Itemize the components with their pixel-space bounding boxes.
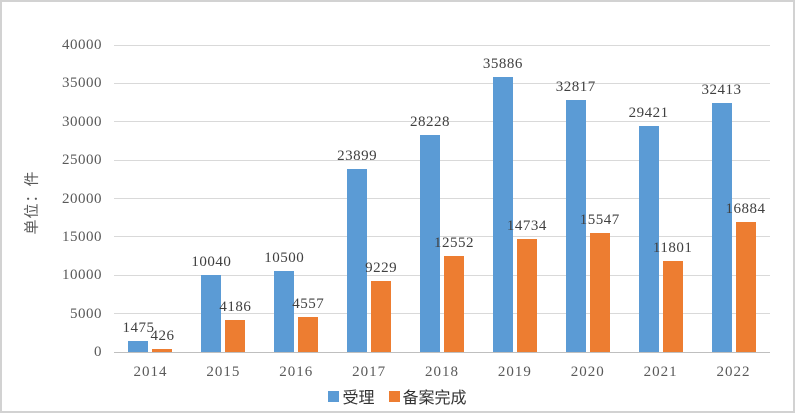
bar-series2-2015 — [225, 319, 246, 352]
bar-series1-2015 — [201, 274, 222, 352]
legend-label-series2: 备案完成 — [402, 390, 467, 407]
y-axis-tick-10000: 10000 — [62, 267, 102, 284]
legend-label-series1: 受理 — [342, 390, 375, 407]
bar-label-series2-2017: 9229 — [365, 260, 398, 277]
bar-series1-2014 — [128, 340, 149, 352]
x-axis-tick-2019: 2019 — [497, 364, 532, 380]
bar-label-series2-2014: 426 — [150, 327, 175, 344]
bar-label-series2-2020: 15547 — [579, 211, 620, 228]
gridline-0 — [114, 351, 770, 353]
gridline-10000 — [114, 274, 770, 276]
bar-series1-2018 — [420, 135, 440, 352]
bar-series2-2014 — [152, 348, 173, 352]
y-axis-tick-40000: 40000 — [62, 37, 102, 53]
gridline-30000 — [114, 121, 770, 123]
gridline-15000 — [114, 236, 770, 238]
bar-label-series1-2020: 32817 — [555, 79, 596, 96]
bar-series1-2019 — [492, 76, 513, 352]
x-axis-tick-2017: 2017 — [352, 364, 387, 380]
bar-series1-2022 — [711, 103, 732, 352]
bar-series2-2018 — [444, 255, 464, 352]
bar-series2-2020 — [589, 232, 610, 352]
bar-label-series2-2022: 16884 — [725, 201, 766, 218]
y-axis-tick-25000: 25000 — [62, 152, 102, 169]
bar-label-series1-2019: 35886 — [482, 55, 523, 72]
gridline-5000 — [114, 313, 770, 315]
x-axis-tick-2022: 2022 — [716, 364, 751, 380]
y-axis-tick-15000: 15000 — [62, 228, 102, 245]
y-axis-tick-35000: 35000 — [62, 75, 102, 92]
gridline-25000 — [114, 159, 770, 161]
bar-series2-2017 — [371, 281, 392, 352]
legend-item-series1: 受理 — [328, 384, 375, 408]
bar-series2-2021 — [662, 261, 683, 352]
legend-swatch-series2 — [388, 390, 400, 402]
bar-series2-2022 — [735, 222, 756, 352]
bar-series1-2017 — [347, 168, 368, 352]
gridline-40000 — [114, 44, 770, 46]
x-axis-tick-2015: 2015 — [206, 364, 241, 380]
bar-label-series1-2022: 32413 — [701, 82, 742, 99]
y-axis-tick-0: 0 — [94, 344, 102, 360]
bar-series1-2021 — [638, 126, 659, 352]
gridline-20000 — [114, 198, 770, 199]
bar-label-series1-2014: 1475 — [122, 319, 155, 336]
chart-legend: 受理 备案完成 — [2, 384, 793, 408]
bar-series2-2019 — [516, 238, 537, 352]
bar-series2-2016 — [298, 317, 319, 352]
legend-swatch-series1 — [328, 390, 340, 402]
bar-label-series2-2018: 12552 — [434, 234, 474, 251]
bar-label-series2-2016: 4557 — [292, 296, 325, 313]
bar-label-series1-2015: 10040 — [191, 253, 232, 270]
bar-series1-2020 — [565, 100, 586, 352]
bar-label-series2-2015: 4186 — [219, 298, 252, 315]
bar-label-series1-2018: 28228 — [410, 114, 450, 131]
x-axis-tick-2020: 2020 — [570, 364, 605, 380]
y-axis-tick-20000: 20000 — [62, 190, 102, 207]
bar-label-series2-2021: 11801 — [652, 240, 693, 257]
bar-label-series1-2017: 23899 — [337, 147, 378, 164]
y-axis-tick-30000: 30000 — [62, 113, 102, 130]
bar-label-series1-2016: 10500 — [264, 250, 305, 267]
legend-item-series2: 备案完成 — [388, 384, 467, 408]
bar-series1-2016 — [274, 271, 295, 352]
x-axis-tick-2014: 2014 — [133, 364, 168, 380]
bar-label-series1-2021: 29421 — [628, 105, 669, 122]
x-axis-tick-2016: 2016 — [279, 364, 314, 380]
gridline-35000 — [114, 82, 770, 84]
bar-label-series2-2019: 14734 — [506, 217, 547, 234]
x-axis-tick-2021: 2021 — [643, 364, 678, 380]
y-axis-tick-5000: 5000 — [70, 305, 102, 322]
x-axis-tick-2018: 2018 — [425, 364, 459, 380]
